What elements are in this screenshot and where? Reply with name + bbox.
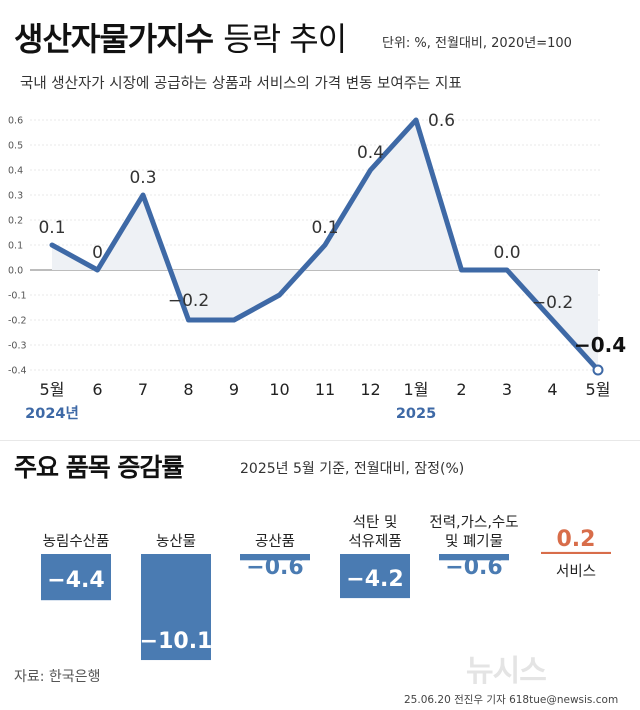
value-label: −0.6 [445,555,502,580]
x-tick-label: 9 [229,380,239,399]
x-tick-label: 2 [456,380,466,399]
data-label: 0.3 [129,168,156,188]
y-tick-label: 0.0 [8,266,23,277]
y-tick-label: 0.1 [8,241,23,252]
source-text: 자료: 한국은행 [14,669,101,685]
x-tick-label: 1월 [404,380,429,399]
x-tick-label: 3 [502,380,512,399]
y-tick-label: -0.4 [8,366,27,377]
page-title: 생산자물가지수 등락 추이 [14,20,347,58]
bar [541,551,611,554]
x-tick-label: 5월 [586,380,611,399]
unit-note: 단위: %, 전월대비, 2020년=100 [382,36,572,51]
x-tick-label: 6 [92,380,102,399]
year-label: 2025 [396,406,436,422]
category-label: 석탄 및 [353,514,398,531]
y-tick-label: 0.6 [8,116,23,127]
newsis-logo: 뉴시스 [466,654,547,689]
value-label: −0.6 [246,555,303,580]
data-label: 0.4 [357,143,384,163]
x-tick-label: 12 [360,380,380,399]
bar [240,554,310,561]
subtitle: 국내 생산자가 시장에 공급하는 상품과 서비스의 가격 변동 보여주는 지표 [20,76,462,92]
data-label: −0.4 [574,333,626,357]
x-tick-label: 10 [269,380,289,399]
bar [41,554,111,601]
last-point-marker [592,364,604,376]
data-label: −0.2 [532,293,573,313]
data-label: 0 [92,243,103,263]
x-tick-label: 8 [183,380,193,399]
y-tick-label: -0.2 [8,316,27,327]
category-label: 공산품 [255,533,295,550]
y-tick-label: -0.1 [8,291,27,302]
y-tick-label: 0.4 [8,166,23,177]
section-title: 주요 품목 증감률 [14,453,184,482]
x-tick-label: 11 [315,380,335,399]
section-divider [0,440,640,441]
bar [439,554,509,561]
x-tick-label: 5월 [40,380,65,399]
data-label: −0.2 [168,291,209,311]
data-label: 0.1 [38,218,65,238]
year-label: 2024년 [25,405,79,422]
x-tick-label: 4 [547,380,557,399]
value-label: −10.1 [140,629,213,654]
data-label: 0.1 [311,218,338,238]
value-label: −4.2 [346,567,403,592]
y-tick-label: 0.2 [8,216,23,227]
category-label: 및 폐기물 [445,533,503,550]
category-label: 농림수산품 [43,533,110,550]
data-label: 0.6 [428,111,455,131]
category-label: 전력,가스,수도 [429,514,518,531]
value-label: 0.2 [557,527,596,552]
category-label: 서비스 [556,563,596,580]
y-tick-label: 0.5 [8,141,23,152]
y-tick-label: -0.3 [8,341,27,352]
y-tick-label: 0.3 [8,191,23,202]
x-tick-label: 7 [138,380,148,399]
section-note: 2025년 5월 기준, 전월대비, 잠정(%) [240,461,465,477]
category-label: 석유제품 [348,533,401,550]
line-chart: 0.6 0.5 0.4 0.3 0.2 0.1 0.0 -0.1 -0.2 -0.3 -0.4 0.1… [8,111,626,422]
value-label: −4.4 [47,568,104,593]
series-line [49,117,601,373]
bar [141,554,211,661]
credit-text: 25.06.20 전진우 기자 618tue@newsis.com [404,694,619,706]
bar [340,554,410,599]
data-label: 0.0 [493,243,520,263]
category-label: 농산물 [156,533,196,550]
